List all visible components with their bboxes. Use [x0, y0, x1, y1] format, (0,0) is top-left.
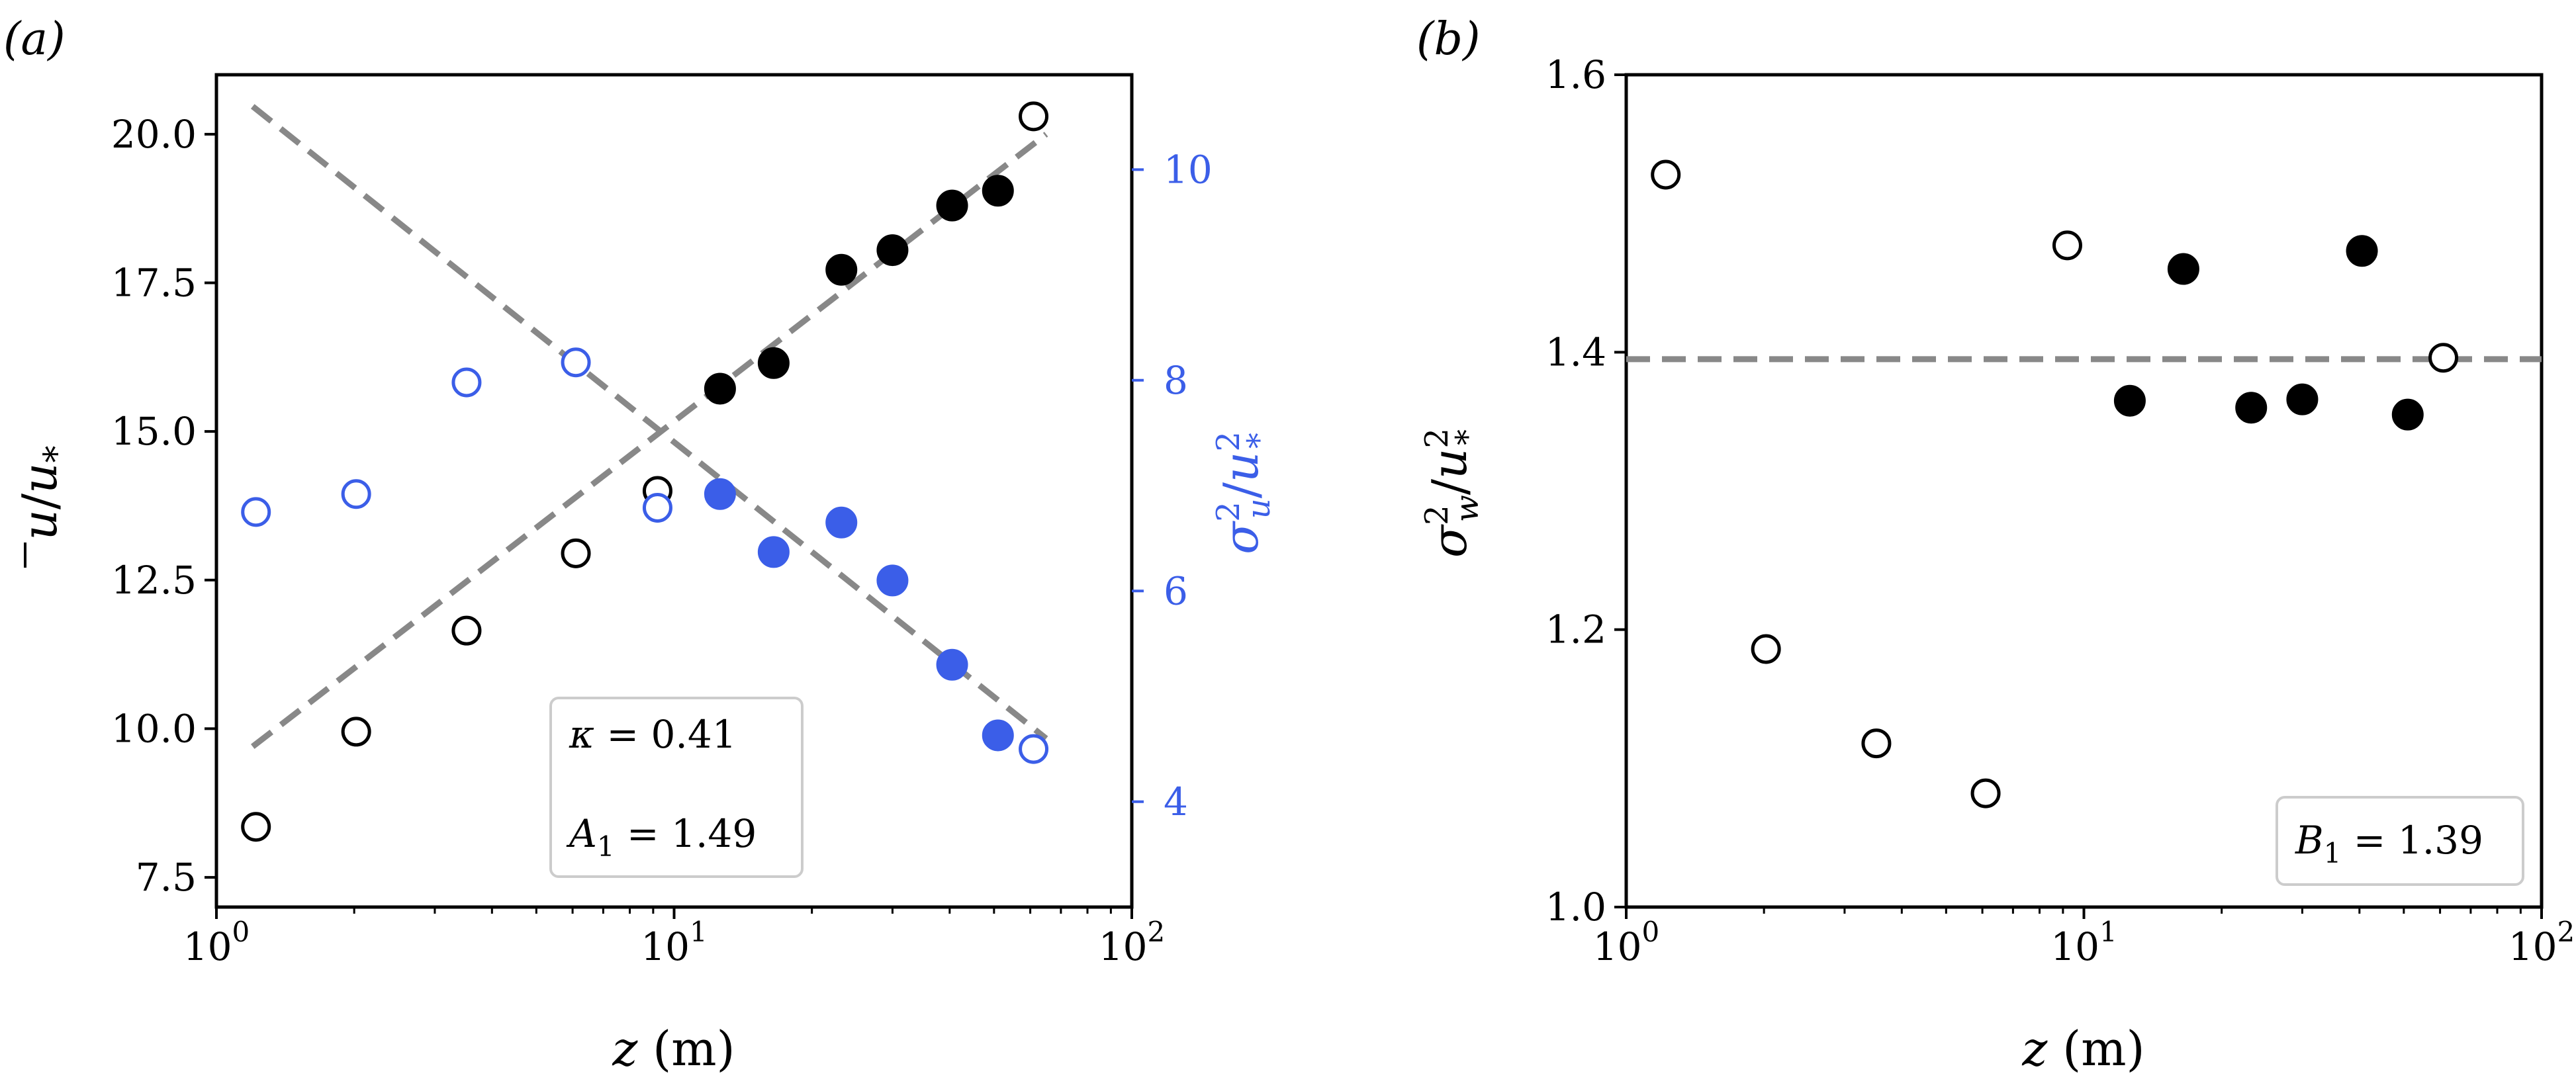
panel-b-chart: 100 101 102 1.0 1.2 1.4 1.6 σ2w/u2* z (m) B1 …	[1418, 52, 2575, 1076]
panel-a-marks	[241, 101, 1049, 842]
panel-a-blue-open-marker	[241, 497, 271, 527]
panel-a-black-open-marker	[1019, 101, 1049, 132]
panel-b-open-marker	[1970, 778, 2001, 808]
panel-a-y-right-tick-label: 10	[1164, 147, 1213, 192]
kappa-annotation: κ = 0.41	[569, 712, 737, 757]
panel-a-label: (a)	[3, 13, 66, 65]
panel-a-blue-open-marker	[1019, 734, 1049, 764]
panel-a-blue-open-marker	[642, 492, 672, 523]
panel-b-annotation-box: B1 = 1.39	[2276, 796, 2524, 886]
panel-b-x-tick-label: 100	[1593, 916, 1660, 969]
panel-b-x-label: z (m)	[2021, 1021, 2144, 1076]
panel-b-plot-frame	[1624, 73, 2544, 909]
panel-b-y-tick-label: 1.0	[1545, 885, 1606, 930]
panel-b-filled-marker	[2167, 253, 2199, 285]
panel-b-filled-marker	[2346, 235, 2378, 267]
panel-a-blue-filled-marker	[825, 506, 858, 539]
panel-b-label: (b)	[1416, 13, 1481, 65]
panel-a-black-filled-marker	[982, 175, 1014, 207]
panel-b-y-ticks: 1.0 1.2 1.4 1.6	[1545, 52, 1626, 930]
panel-b-y-tick-label: 1.2	[1545, 607, 1606, 652]
panel-b-y-tick-label: 1.6	[1545, 52, 1606, 97]
panel-a-blue-filled-marker	[982, 719, 1014, 752]
panel-a-y-left-tick-label: 10.0	[111, 706, 197, 751]
panel-a-black-filled-marker	[757, 347, 790, 379]
panel-a-y-right-tick-label: 4	[1164, 779, 1188, 824]
panel-a-black-open-marker	[451, 615, 482, 646]
panel-a-y-left-tick-label: 20.0	[111, 112, 197, 157]
panel-b-x-tick-label: 101	[2050, 916, 2117, 969]
panel-a-black-open-marker	[561, 538, 591, 568]
panel-a-annotation-box: κ = 0.41 A1 = 1.49	[549, 697, 804, 878]
panel-b-y-tick-label: 1.4	[1545, 329, 1606, 374]
panel-a-x-ticks: 100 101 102	[183, 907, 1166, 969]
panel-b-filled-marker	[2286, 383, 2319, 415]
panel-a-blue-open-marker	[451, 367, 482, 398]
panel-b-open-marker	[2052, 230, 2082, 261]
panel-a-y-label-right: σ2u/u2*	[1210, 431, 1277, 554]
panel-a-x-label: z (m)	[612, 1021, 735, 1076]
panel-b-filled-marker	[2113, 384, 2146, 417]
panel-a-blue-filled-marker	[876, 564, 909, 597]
panel-b-filled-marker	[2391, 398, 2424, 431]
b1-annotation: B1 = 1.39	[2295, 818, 2483, 869]
panel-b-x-ticks: 100 101 102	[1593, 907, 2575, 969]
panel-a-y-right-tick-label: 8	[1164, 358, 1188, 403]
panel-a-black-filled-marker	[825, 253, 858, 286]
panel-b-open-marker	[1861, 728, 1892, 759]
panel-a-y-ticks-right: 4 6 8 10	[1132, 147, 1213, 824]
panel-a-y-ticks-left: 7.5 10.0 12.5 15.0 17.5 20.0	[111, 112, 216, 900]
panel-a-blue-filled-marker	[704, 478, 736, 510]
panel-a-blue-open-marker	[561, 347, 591, 378]
panel-a-x-tick-label: 100	[183, 916, 250, 969]
panel-a-black-filled-marker	[704, 372, 736, 405]
panel-b-filled-marker	[2235, 392, 2268, 424]
panel-a-y-left-tick-label: 7.5	[136, 855, 197, 900]
panel-b-x-tick-label: 102	[2508, 916, 2575, 969]
panel-a-fit-line-1	[251, 132, 1048, 749]
panel-a-y-left-tick-label: 12.5	[111, 558, 197, 603]
panel-a-chart: 100 101 102 7.510.012.515.017.520.0 46810 …	[12, 73, 1277, 1076]
panel-a-black-open-marker	[241, 812, 271, 842]
panel-a-black-open-marker	[341, 717, 371, 747]
panel-a-y-label-left: u/u*	[12, 445, 77, 540]
panel-a-y-left-tick-label: 15.0	[111, 409, 197, 454]
panel-b-marks	[1626, 159, 2542, 808]
panel-a-black-filled-marker	[876, 234, 909, 267]
panel-a-y-left-tick-label: 17.5	[111, 261, 197, 306]
panel-a-blue-filled-marker	[936, 648, 968, 681]
panel-a-black-filled-marker	[936, 189, 968, 222]
panel-b-open-marker	[1751, 634, 1781, 664]
panel-a-fit-line-2	[250, 104, 1048, 741]
panel-a-blue-filled-marker	[757, 536, 790, 568]
panel-b-open-marker	[1651, 159, 1681, 190]
panel-b-y-label: σ2w/u2*	[1418, 428, 1486, 558]
a1-annotation: A1 = 1.49	[566, 811, 757, 863]
panel-a-x-tick-label: 101	[641, 916, 708, 969]
panel-a-blue-open-marker	[341, 479, 371, 509]
panel-a-x-tick-label: 102	[1099, 916, 1166, 969]
panel-b-open-marker	[2428, 343, 2459, 373]
panel-a-y-right-tick-label: 6	[1164, 568, 1188, 613]
